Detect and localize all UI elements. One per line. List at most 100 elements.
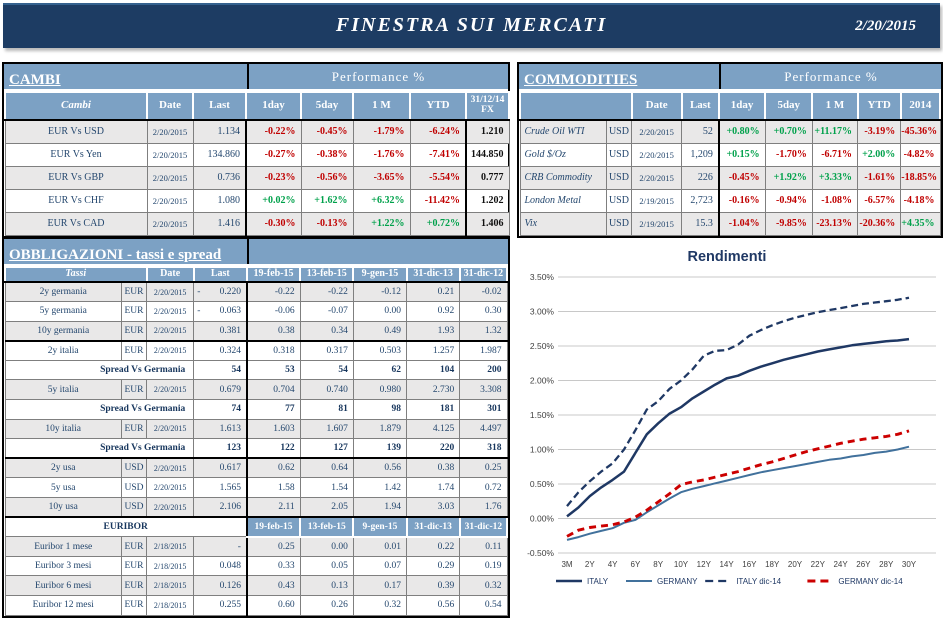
cell-perf-3: +0.72%: [409, 211, 467, 236]
legend-item-italy: ITALY: [556, 577, 609, 586]
commodities-header-last: Last: [680, 91, 720, 121]
cell-hist-0: 0.318: [245, 340, 301, 361]
commodities-title: COMMODITIES: [524, 72, 638, 88]
cell-hist-2: 0.32: [352, 595, 408, 616]
y-tick-label: 0.50%: [530, 479, 555, 489]
cambi-header-5day: 5day: [300, 91, 354, 121]
cell-perf-0: +0.80%: [717, 119, 766, 144]
x-tick-label: 24Y: [833, 560, 848, 569]
cell-perf-0: -0.30%: [245, 211, 302, 236]
rendimenti-chart: Rendimenti 3.50% 3.00% 2.50% 2.00% 1.50% 1.00%…: [515, 240, 943, 610]
x-tick-label: 14Y: [719, 560, 734, 569]
cell-date: 2/20/2015: [146, 165, 194, 190]
table-row: 10y italia EUR 2/20/2015 1.613 1.603 1.607 1.8…: [4, 418, 508, 440]
cell-last: 0.736: [192, 165, 247, 190]
cell-last: -: [193, 536, 248, 557]
cell-date: 2/18/2015: [146, 536, 195, 557]
commodities-header-date: Date: [630, 91, 683, 121]
cell-spread-3: 181: [406, 399, 461, 420]
cell-spread-0: 53: [245, 359, 301, 381]
cell-hist-0: 0.60: [245, 595, 301, 616]
cell-last: 15.3: [681, 211, 720, 236]
legend-label: ITALY: [587, 577, 609, 586]
cambi-title-band: CAMBI Performance %: [4, 64, 508, 91]
cell-spread-label: Spread Vs Germania: [4, 399, 195, 420]
cell-perf-0: -0.16%: [717, 188, 766, 213]
x-tick-label: 20Y: [788, 560, 803, 569]
cell-last: 0.255: [193, 595, 248, 616]
table-row: London Metal USD 2/19/2015 2,723 -0.16% -0.94…: [519, 188, 941, 213]
cell-hist-0: -0.22: [245, 281, 301, 303]
cell-date: 2/19/2015: [631, 211, 683, 236]
cell-rate-label: Euribor 1 mese: [4, 536, 122, 557]
table-row: 2y italia EUR 2/20/2015 0.324 0.318 0.317 0.50…: [4, 340, 508, 361]
cell-last: 0.381: [193, 320, 248, 342]
cambi-header-row: Cambi Date Last 1day 5day 1 M YTD 31/12/14 FX: [4, 91, 510, 121]
x-tick-label: 22Y: [811, 560, 826, 569]
cell-hist-4: 0.30: [459, 301, 508, 322]
cell-last: 0.048: [193, 555, 248, 577]
legend-item-germany: GERMANY: [626, 577, 698, 586]
cell-hist-4: 1.76: [459, 497, 508, 519]
cell-fx: 1.202: [465, 188, 510, 213]
x-tick-label: 8Y: [653, 560, 663, 569]
cell-date: 2/18/2015: [146, 575, 195, 596]
cell-hist-3: 0.56: [406, 595, 461, 616]
table-row: 5y italia EUR 2/20/2015 0.679 0.704 0.740 0.98…: [4, 379, 508, 401]
cell-rate-label: 10y italia: [4, 418, 122, 440]
cell-date: 2/20/2015: [146, 497, 195, 519]
y-tick-label: 1.00%: [530, 445, 555, 455]
cell-perf-3: -20.36%: [857, 211, 902, 236]
cell-hist-3: 2.730: [406, 379, 461, 401]
euribor-header-31-dic-13: 31-dic-13: [405, 516, 461, 538]
cell-hist-1: 2.05: [299, 497, 354, 519]
x-tick-label: 12Y: [697, 560, 712, 569]
cell-hist-0: 1.603: [245, 418, 301, 440]
cell-date: 2/20/2015: [146, 301, 195, 322]
cell-date: 2/18/2015: [146, 555, 195, 577]
y-tick-label: 3.50%: [530, 272, 555, 282]
cell-hist-0: 0.704: [245, 379, 301, 401]
table-row: EUR Vs USD 2/20/2015 1.134 -0.22% -0.45% -1.7…: [4, 119, 510, 144]
table-row: 10y germania EUR 2/20/2015 0.381 0.38 0.34 0.4…: [4, 320, 508, 342]
y-tick-label: -0.50%: [527, 548, 554, 558]
obbligazioni-table-section: OBBLIGAZIONI - tassi e spread Tassi Date L…: [2, 237, 510, 618]
cell-hist-3: 3.03: [406, 497, 461, 519]
spread-row: Spread Vs Germania 123 122 127 139 220 318: [4, 438, 508, 460]
cell-hist-4: 0.54: [459, 595, 508, 616]
commodities-header-1-m: 1 M: [811, 91, 859, 121]
cell-hist-0: -0.06: [245, 301, 301, 322]
cell-last: 1.613: [193, 418, 248, 440]
cell-hist-3: 1.93: [406, 320, 461, 342]
chart-title: Rendimenti: [688, 249, 767, 265]
cell-hist-1: 0.05: [299, 555, 354, 577]
last-value: 0.126: [195, 581, 246, 591]
cambi-header-1-m: 1 M: [352, 91, 411, 121]
cell-hist-3: 1.257: [406, 340, 461, 361]
cell-fx: 0.777: [465, 165, 510, 190]
x-tick-label: 2Y: [585, 560, 595, 569]
cell-hist-2: 0.56: [352, 457, 408, 479]
cell-currency: EUR: [120, 379, 148, 401]
cell-hist-4: 0.11: [459, 536, 508, 557]
table-row: EUR Vs Yen 2/20/2015 134.860 -0.27% -0.38% -1…: [4, 142, 510, 167]
cell-fx: 144.850: [465, 142, 510, 167]
cell-hist-0: 1.58: [245, 477, 301, 499]
cell-last: - 0.220: [193, 281, 248, 303]
cell-spread-4: 318: [459, 438, 508, 460]
cell-perf-4: -45.36%: [900, 119, 941, 144]
cell-date: 2/19/2015: [631, 188, 683, 213]
cell-rate-label: 10y germania: [4, 320, 122, 342]
last-number: 0.617: [219, 463, 241, 474]
cell-perf-2: +1.22%: [352, 211, 411, 236]
cell-date: 2/20/2015: [146, 418, 195, 440]
cell-rate-label: 5y germania: [4, 301, 122, 322]
obbligazioni-header-date: Date: [145, 266, 195, 283]
cell-date: 2/20/2015: [146, 379, 195, 401]
cell-date: 2/20/2015: [146, 281, 195, 303]
cell-hist-3: 1.74: [406, 477, 461, 499]
cell-currency: USD: [605, 211, 633, 236]
cambi-table: Cambi Date Last 1day 5day 1 M YTD 31/12/14 FX EU…: [4, 91, 510, 236]
x-tick-label: 30Y: [902, 560, 917, 569]
cell-hist-3: 0.38: [406, 457, 461, 479]
